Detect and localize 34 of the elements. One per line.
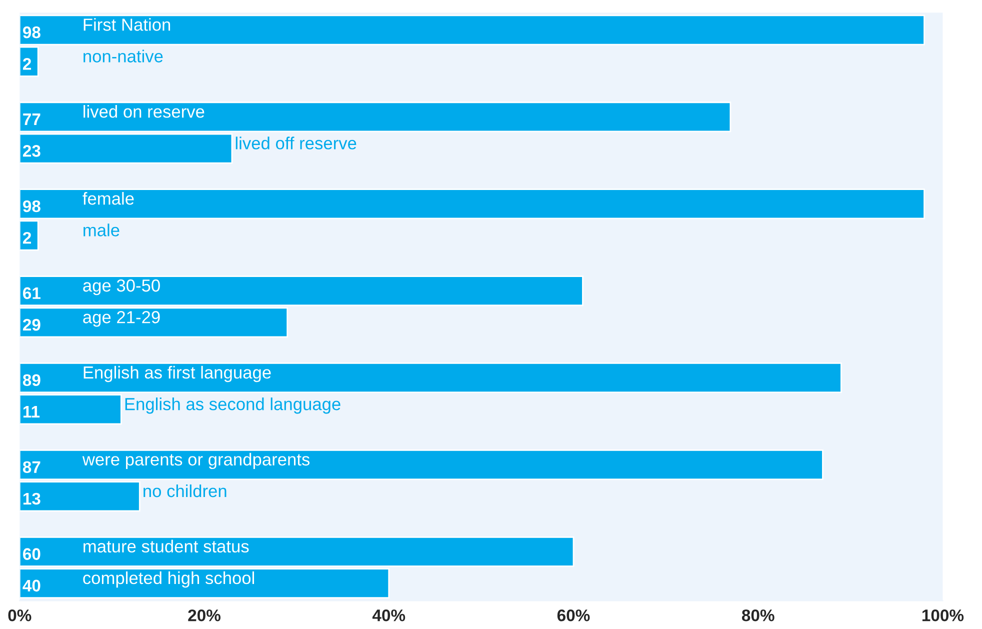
y-tick-label: mature student status	[84, 540, 249, 553]
data-label: 40	[22, 580, 40, 592]
data-label: 13	[23, 492, 40, 505]
data-label: 11	[23, 406, 40, 418]
y-tick-label: English as second language	[125, 398, 340, 414]
y-tick-label: non-native	[84, 50, 163, 62]
y-tick-label: were parents or grandparents	[82, 452, 310, 470]
y-tick-label: English as first language	[84, 366, 271, 382]
y-tick-label: completed high school	[83, 571, 254, 588]
data-label: 61	[23, 287, 40, 300]
data-label: 87	[22, 461, 40, 473]
y-tick-label: no children	[144, 484, 226, 498]
data-label: 2	[22, 58, 32, 70]
data-label: 2	[22, 232, 32, 244]
data-label: 89	[22, 374, 40, 386]
data-label: 23	[22, 145, 40, 157]
x-tick-label: 100%	[922, 609, 964, 622]
y-tick-label: female	[82, 192, 134, 205]
y-tick-label: lived off reserve	[236, 136, 356, 150]
x-tick-label: 20%	[188, 609, 220, 622]
data-label: 29	[22, 318, 40, 331]
data-label: 77	[23, 114, 40, 126]
x-tick-label: 40%	[372, 609, 406, 622]
y-tick-label: First Nation	[84, 18, 170, 31]
x-tick-label: 0%	[8, 609, 32, 622]
y-tick-label: age 21-29	[83, 311, 160, 327]
y-tick-label: male	[84, 224, 120, 236]
data-label: 60	[23, 548, 40, 560]
x-tick-label: 80%	[742, 609, 774, 622]
y-tick-label: lived on reserve	[84, 105, 204, 118]
y-tick-label: age 30-50	[83, 279, 160, 296]
data-label: 98	[22, 26, 40, 38]
data-label: 98	[22, 200, 40, 212]
x-tick-label: 60%	[557, 609, 590, 622]
